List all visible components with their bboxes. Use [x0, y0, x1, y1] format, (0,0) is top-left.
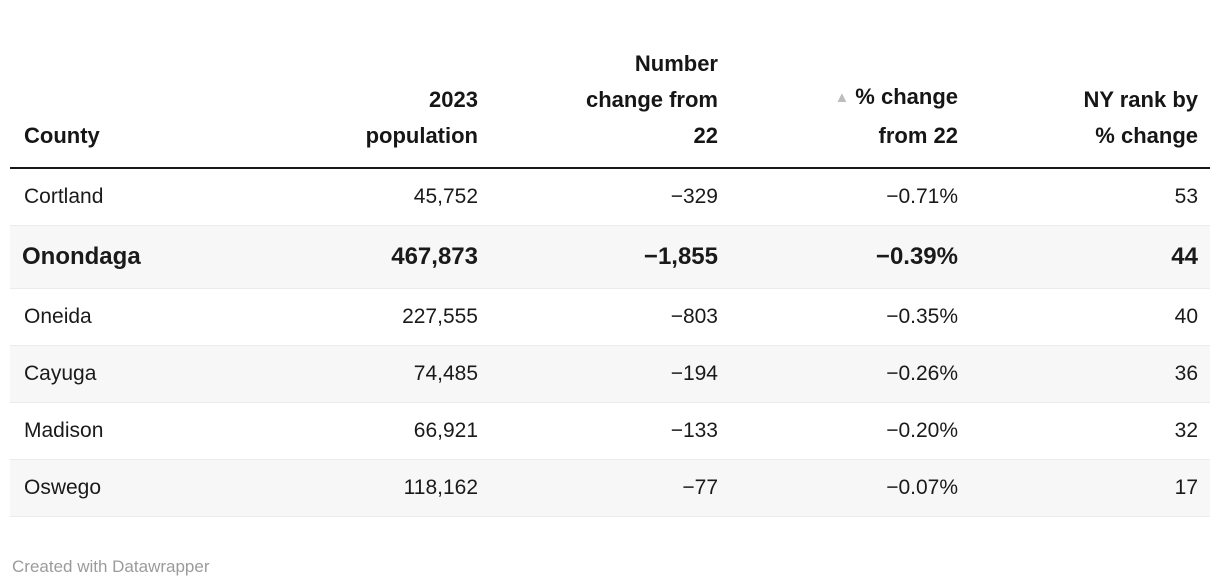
table-row-highlighted: Onondaga 467,873 −1,855 −0.39% 44: [10, 225, 1210, 289]
cell-county: Onondaga: [10, 225, 250, 289]
cell-number-change: −133: [490, 402, 730, 460]
cell-pct-change: −0.07%: [730, 459, 970, 518]
cell-population: 118,162: [250, 459, 490, 518]
header-label-line: from 22: [878, 123, 958, 148]
cell-county: Cortland: [24, 185, 104, 208]
cell-pct-change: −0.35%: [730, 287, 970, 346]
cell-population: 227,555: [250, 287, 490, 346]
cell-rank: 36: [970, 344, 1210, 403]
cell-pct-change: −0.26%: [730, 344, 970, 403]
datawrapper-credit-link[interactable]: Created with Datawrapper: [12, 557, 210, 577]
cell-number-change: −803: [490, 287, 730, 346]
column-header-county[interactable]: County: [10, 46, 250, 169]
cell-population: 45,752: [413, 185, 478, 208]
cell-pct-change: −0.20%: [730, 402, 970, 460]
cell-rank: 32: [970, 402, 1210, 460]
table-row: Oswego 118,162 −77 −0.07% 17: [10, 459, 1210, 518]
header-label-line: Number: [634, 51, 718, 76]
cell-county: Cayuga: [10, 344, 250, 403]
column-header-population[interactable]: 2023 population: [250, 46, 490, 169]
cell-county: Oneida: [10, 287, 250, 346]
header-label-line: % change: [1095, 123, 1198, 148]
cell-county: Oswego: [10, 459, 250, 518]
county-population-table: County 2023 population Number change fro…: [10, 46, 1210, 518]
header-label-county: County: [24, 123, 100, 148]
table-row: Madison 66,921 −133 −0.20% 32: [10, 402, 1210, 460]
cell-rank: 40: [970, 287, 1210, 346]
cell-number-change: −77: [490, 459, 730, 518]
header-label-line: population: [365, 123, 478, 148]
column-header-number-change[interactable]: Number change from 22: [490, 46, 730, 169]
header-label-line: 22: [693, 123, 718, 148]
column-header-rank[interactable]: NY rank by % change: [970, 46, 1210, 169]
table-row: Oneida 227,555 −803 −0.35% 40: [10, 287, 1210, 346]
cell-rank: 17: [970, 459, 1210, 518]
cell-pct-change: −0.71%: [886, 185, 958, 208]
cell-population: 467,873: [250, 225, 490, 289]
cell-pct-change: −0.39%: [730, 225, 970, 289]
cell-number-change: −1,855: [490, 225, 730, 289]
cell-county: Madison: [10, 402, 250, 460]
column-header-pct-change[interactable]: ▲ % change from 22: [730, 46, 970, 169]
header-label-line: % change: [855, 84, 958, 109]
cell-rank: 44: [970, 225, 1210, 289]
cell-number-change: −194: [490, 344, 730, 403]
header-label-line: NY rank by: [1083, 87, 1198, 112]
header-row: County 2023 population Number change fro…: [10, 46, 1210, 169]
cell-rank: 53: [1174, 185, 1198, 208]
cell-population: 66,921: [250, 402, 490, 460]
sort-ascending-icon: ▲: [834, 89, 850, 106]
cell-population: 74,485: [250, 344, 490, 403]
header-label-line: 2023: [429, 87, 478, 112]
header-label-line: change from: [585, 87, 718, 112]
cell-number-change: −329: [670, 185, 718, 208]
table-row: Cortland 45,752 −329 −0.71% 53: [10, 168, 1210, 226]
table-row: Cayuga 74,485 −194 −0.26% 36: [10, 344, 1210, 403]
